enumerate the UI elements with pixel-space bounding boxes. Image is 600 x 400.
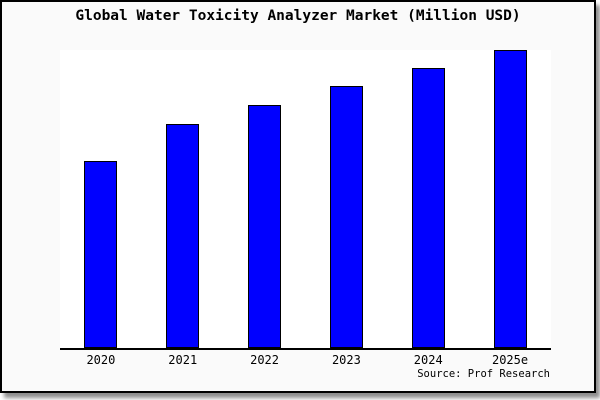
bar-slot-2021 <box>142 50 224 348</box>
bar-slot-2023 <box>305 50 387 348</box>
x-tick-label-2025e: 2025e <box>491 353 529 367</box>
bar-slot-2024 <box>387 50 469 348</box>
x-tick-label-2024: 2024 <box>413 353 443 367</box>
x-axis-labels: 2020 2021 2022 2023 2024 2025e <box>60 353 551 367</box>
bar-2020 <box>84 160 118 348</box>
bar-slot-2025e <box>469 49 551 348</box>
x-tick-label-2022: 2022 <box>250 353 280 367</box>
x-tick-label-2020: 2020 <box>86 353 116 367</box>
x-tick-label-2023: 2023 <box>331 353 361 367</box>
x-tick-label-2021: 2021 <box>168 353 198 367</box>
bar-2025e <box>493 49 527 348</box>
chart-canvas: Global Water Toxicity Analyzer Market (M… <box>0 0 596 393</box>
chart-title: Global Water Toxicity Analyzer Market (M… <box>75 8 521 24</box>
source-credit: Source: Prof Research <box>417 368 550 380</box>
bar-slot-2020 <box>60 50 142 348</box>
plot-area <box>60 49 551 350</box>
bar-2023 <box>329 86 363 348</box>
bar-slot-2022 <box>224 50 306 348</box>
bar-2022 <box>248 105 282 348</box>
bar-2021 <box>166 124 200 348</box>
bar-2024 <box>411 68 445 348</box>
